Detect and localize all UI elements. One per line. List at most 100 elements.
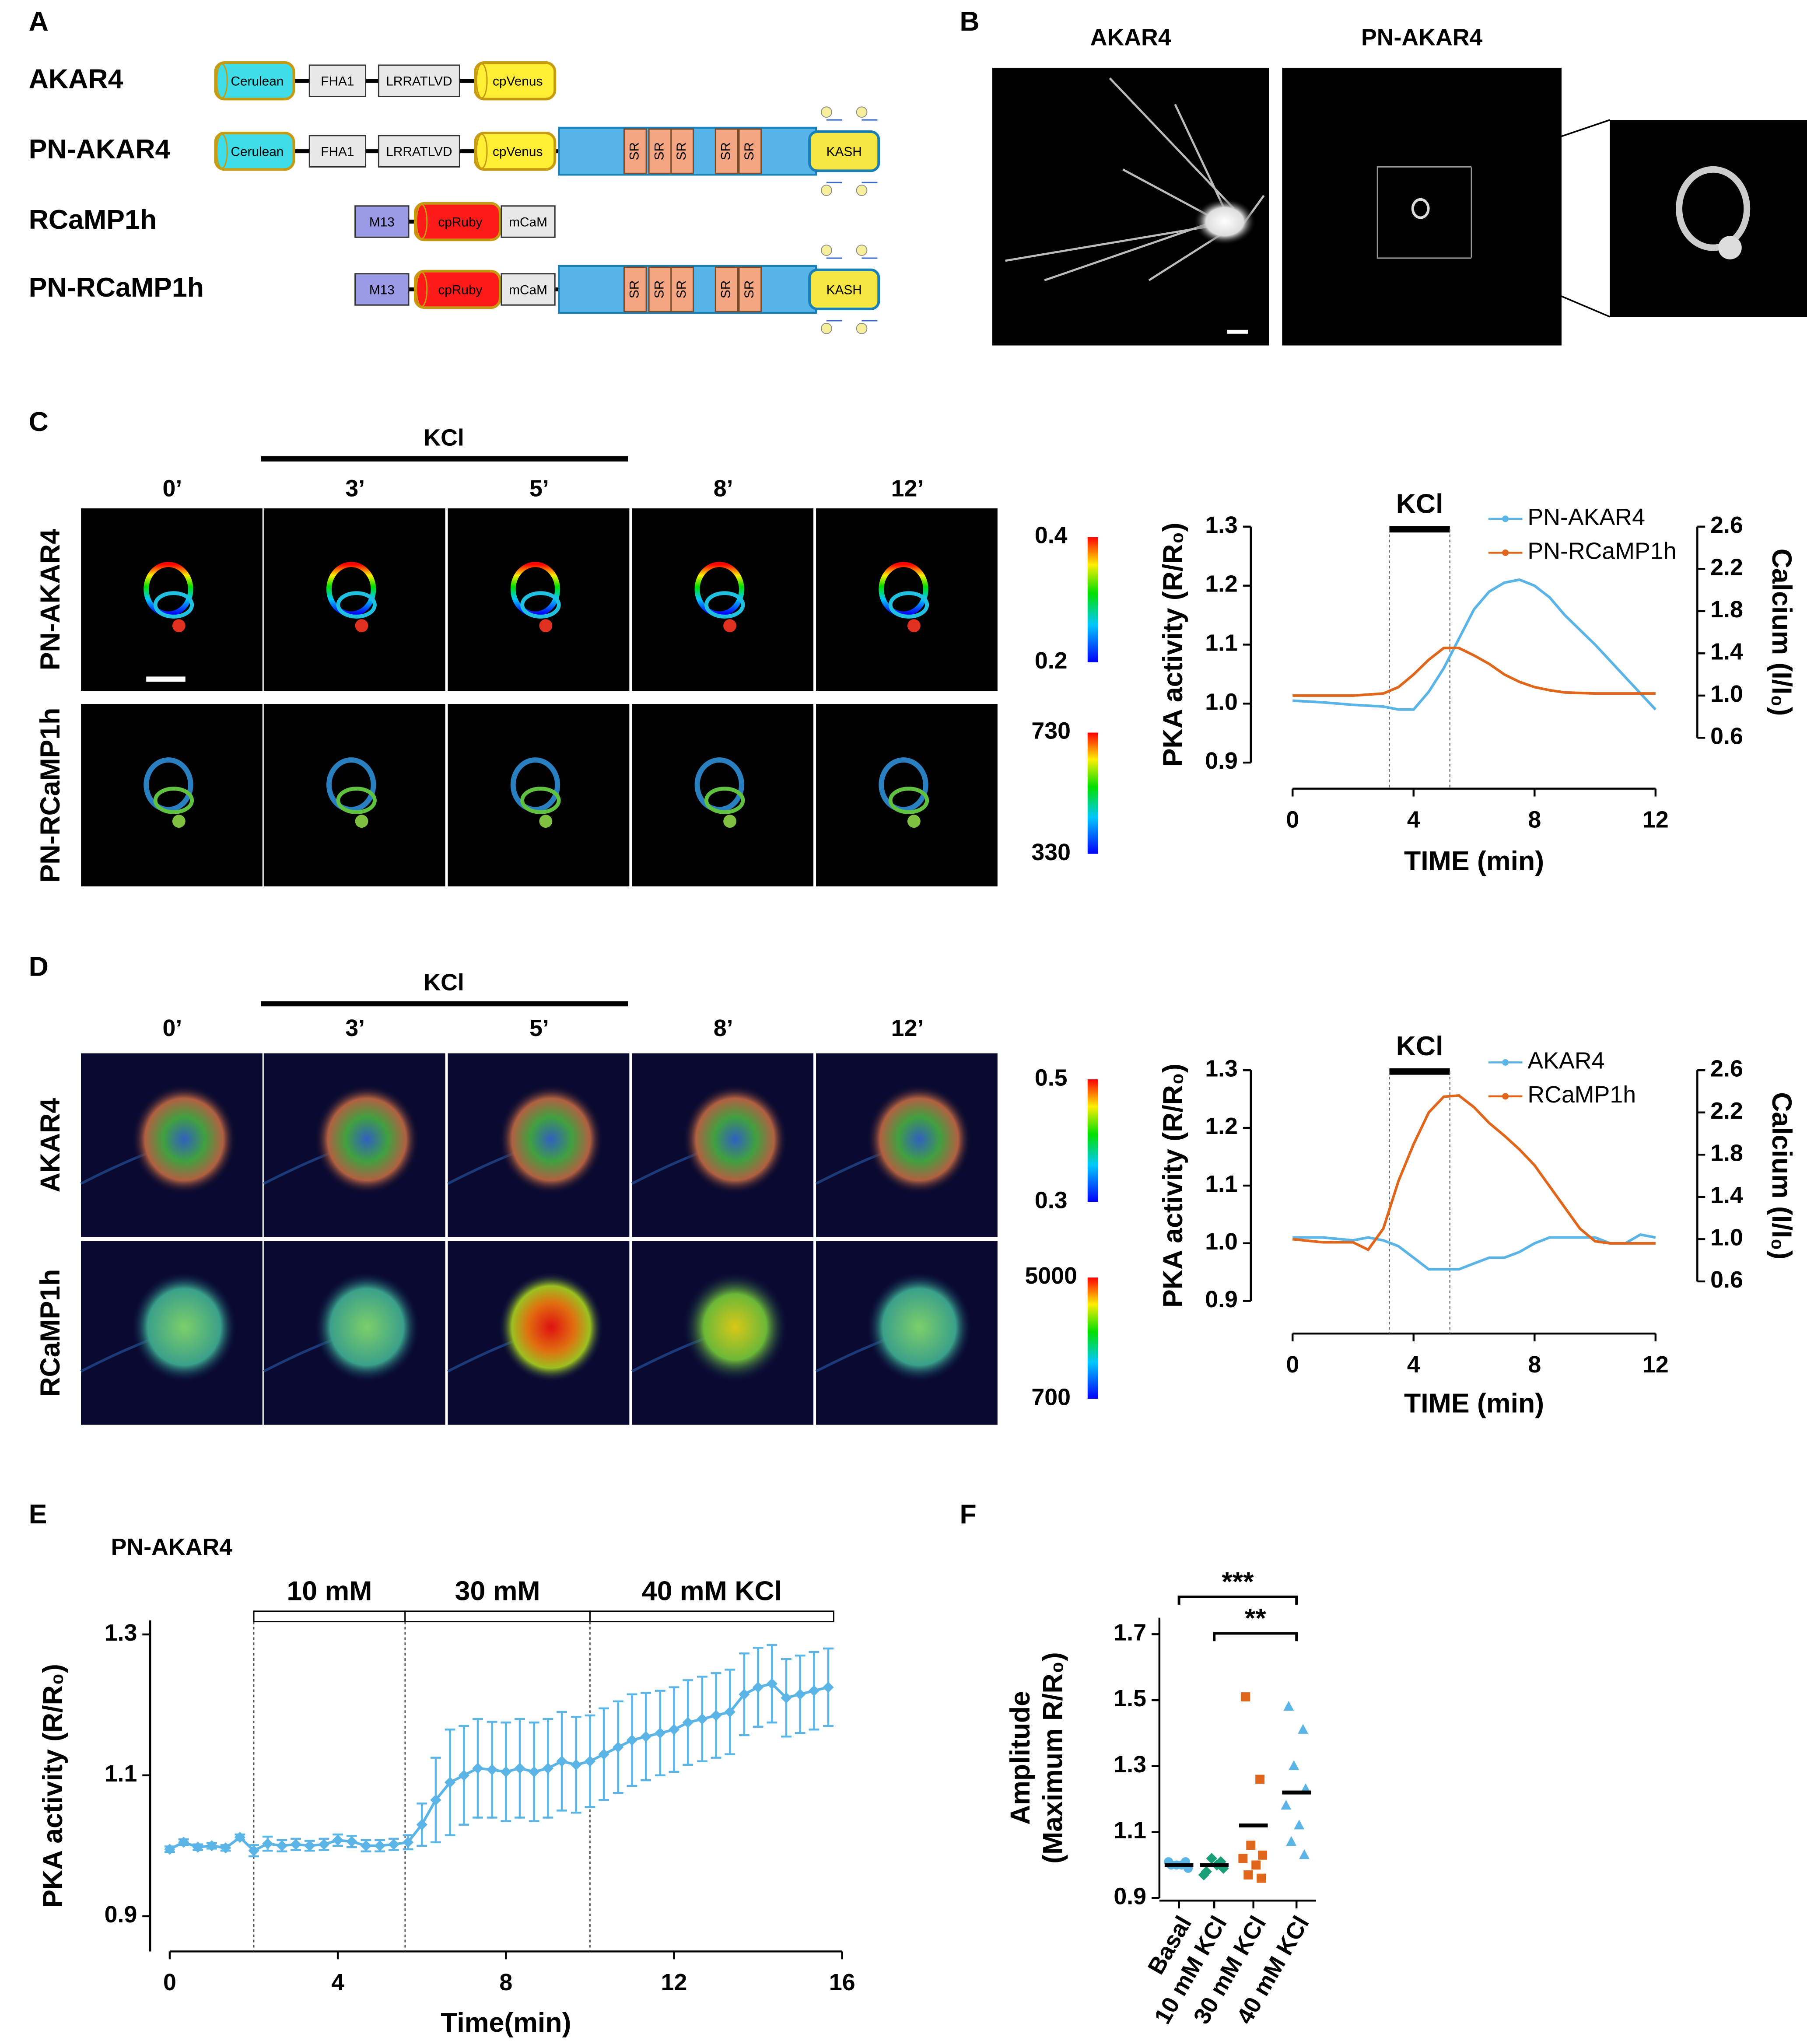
legend-label: PN-AKAR4 [1527, 504, 1645, 530]
point [164, 1844, 175, 1855]
panel-label: F [960, 1499, 976, 1530]
point [360, 1840, 372, 1852]
panel-label: A [29, 6, 49, 37]
point [1251, 1860, 1261, 1870]
time-label: 12’ [891, 1015, 924, 1041]
image-title: AKAR4 [1090, 24, 1171, 51]
x-tick-label: 4 [1407, 1351, 1420, 1378]
zoom-box [1376, 166, 1472, 259]
cell-spot [539, 815, 553, 828]
time-label: 3’ [345, 1015, 365, 1041]
point [766, 1678, 778, 1690]
domain-label: SR [627, 142, 642, 160]
y2-tick-label: 1.4 [1710, 639, 1743, 665]
cell-rim [520, 591, 561, 619]
cell [879, 757, 928, 812]
cell [144, 562, 193, 617]
x-tick-label: 8 [499, 1969, 512, 1995]
legend-marker [1502, 515, 1509, 522]
cell [510, 562, 560, 617]
point [1294, 1820, 1305, 1830]
panel-label: E [29, 1499, 47, 1530]
time-label: 8’ [714, 1015, 733, 1041]
spectrin-repeat [738, 266, 762, 312]
legend-label: PN-RCaMP1h [1527, 538, 1676, 564]
cell [683, 1085, 788, 1194]
time-label: 3’ [345, 476, 365, 502]
domain-label: FHA1 [321, 145, 354, 159]
point [1281, 1799, 1292, 1810]
row-label: AKAR4 [35, 1098, 66, 1193]
y2-tick-label: 1.0 [1710, 681, 1743, 707]
y2-tick-label: 1.8 [1710, 596, 1743, 623]
point [346, 1836, 357, 1847]
x-axis-label: TIME (min) [1404, 1388, 1544, 1419]
y-axis-label: (Maximum R/R₀) [1038, 1652, 1068, 1864]
y-tick-label: 1.2 [1205, 571, 1238, 597]
point [655, 1727, 666, 1739]
x-tick-label: 12 [1642, 806, 1669, 833]
stim-label: KCl [1396, 489, 1443, 519]
chart-title: PN-AKAR4 [111, 1534, 233, 1560]
domain-box [308, 135, 367, 168]
point [262, 1838, 273, 1849]
barrel-end [216, 63, 228, 98]
y-tick-label: 1.7 [1114, 1620, 1146, 1646]
cell [326, 562, 376, 617]
point [318, 1839, 330, 1850]
lipid-head [821, 245, 832, 256]
y-axis-label: PKA activity (R/R₀) [1158, 1064, 1188, 1308]
spectrin-repeat [738, 128, 762, 174]
domain-label: SR [674, 280, 689, 298]
micrograph [816, 704, 998, 887]
domain-label: SR [719, 280, 733, 298]
cell-spot [539, 619, 553, 633]
domain-label: KASH [826, 145, 862, 159]
cell [879, 562, 928, 617]
time-label: 0’ [163, 1015, 182, 1041]
lipid-head [821, 323, 832, 334]
point [1243, 1870, 1253, 1880]
nucleus [1676, 166, 1751, 251]
y2-tick-label: 2.6 [1710, 1055, 1743, 1082]
construct-name: RCaMP1h [29, 204, 157, 235]
domain-barrel [413, 270, 501, 309]
y-axis-label: PKA activity (R/R₀) [1158, 523, 1188, 767]
cell [498, 1272, 603, 1382]
y2-axis-label: Calcium (I/I₀) [1766, 1092, 1797, 1260]
zoom-line [1471, 119, 1610, 168]
stim-box [404, 1610, 591, 1623]
point [724, 1706, 735, 1718]
domain-label: SR [742, 142, 756, 160]
spectrin-repeat [670, 266, 694, 312]
kash-domain [808, 130, 880, 172]
y-tick-label: 1.2 [1205, 1113, 1238, 1139]
y-tick-label: 1.0 [1205, 1228, 1238, 1255]
domain-label: cpRuby [438, 215, 482, 229]
cell-rim [153, 591, 194, 619]
point [514, 1763, 525, 1774]
series-line [1292, 578, 1657, 711]
legend-marker [1502, 1059, 1509, 1066]
stim-label: KCl [424, 424, 464, 451]
image-title: PN-AKAR4 [1361, 24, 1483, 51]
y-tick-label: 1.3 [105, 1620, 137, 1646]
point [1255, 1774, 1265, 1784]
domain-label: cpRuby [438, 283, 482, 297]
domain-label: mCaM [509, 215, 547, 229]
x-tick-label: 8 [1528, 806, 1541, 833]
point [374, 1840, 385, 1852]
neurite [1044, 220, 1215, 281]
row-label: RCaMP1h [35, 1269, 66, 1397]
domain-label: M13 [369, 215, 395, 229]
cell-spot [907, 815, 921, 828]
y2-tick-label: 2.2 [1710, 554, 1743, 580]
cell-spot [355, 815, 368, 828]
domain-box [354, 273, 410, 306]
time-label: 5’ [529, 476, 549, 502]
colorbar-tick-label: 0.5 [1035, 1064, 1068, 1091]
y-axis-label: PKA activity (R/R₀) [38, 1664, 68, 1908]
domain-label: SR [652, 280, 666, 298]
y-tick-label: 1.1 [1114, 1817, 1146, 1844]
cell [315, 1085, 419, 1194]
